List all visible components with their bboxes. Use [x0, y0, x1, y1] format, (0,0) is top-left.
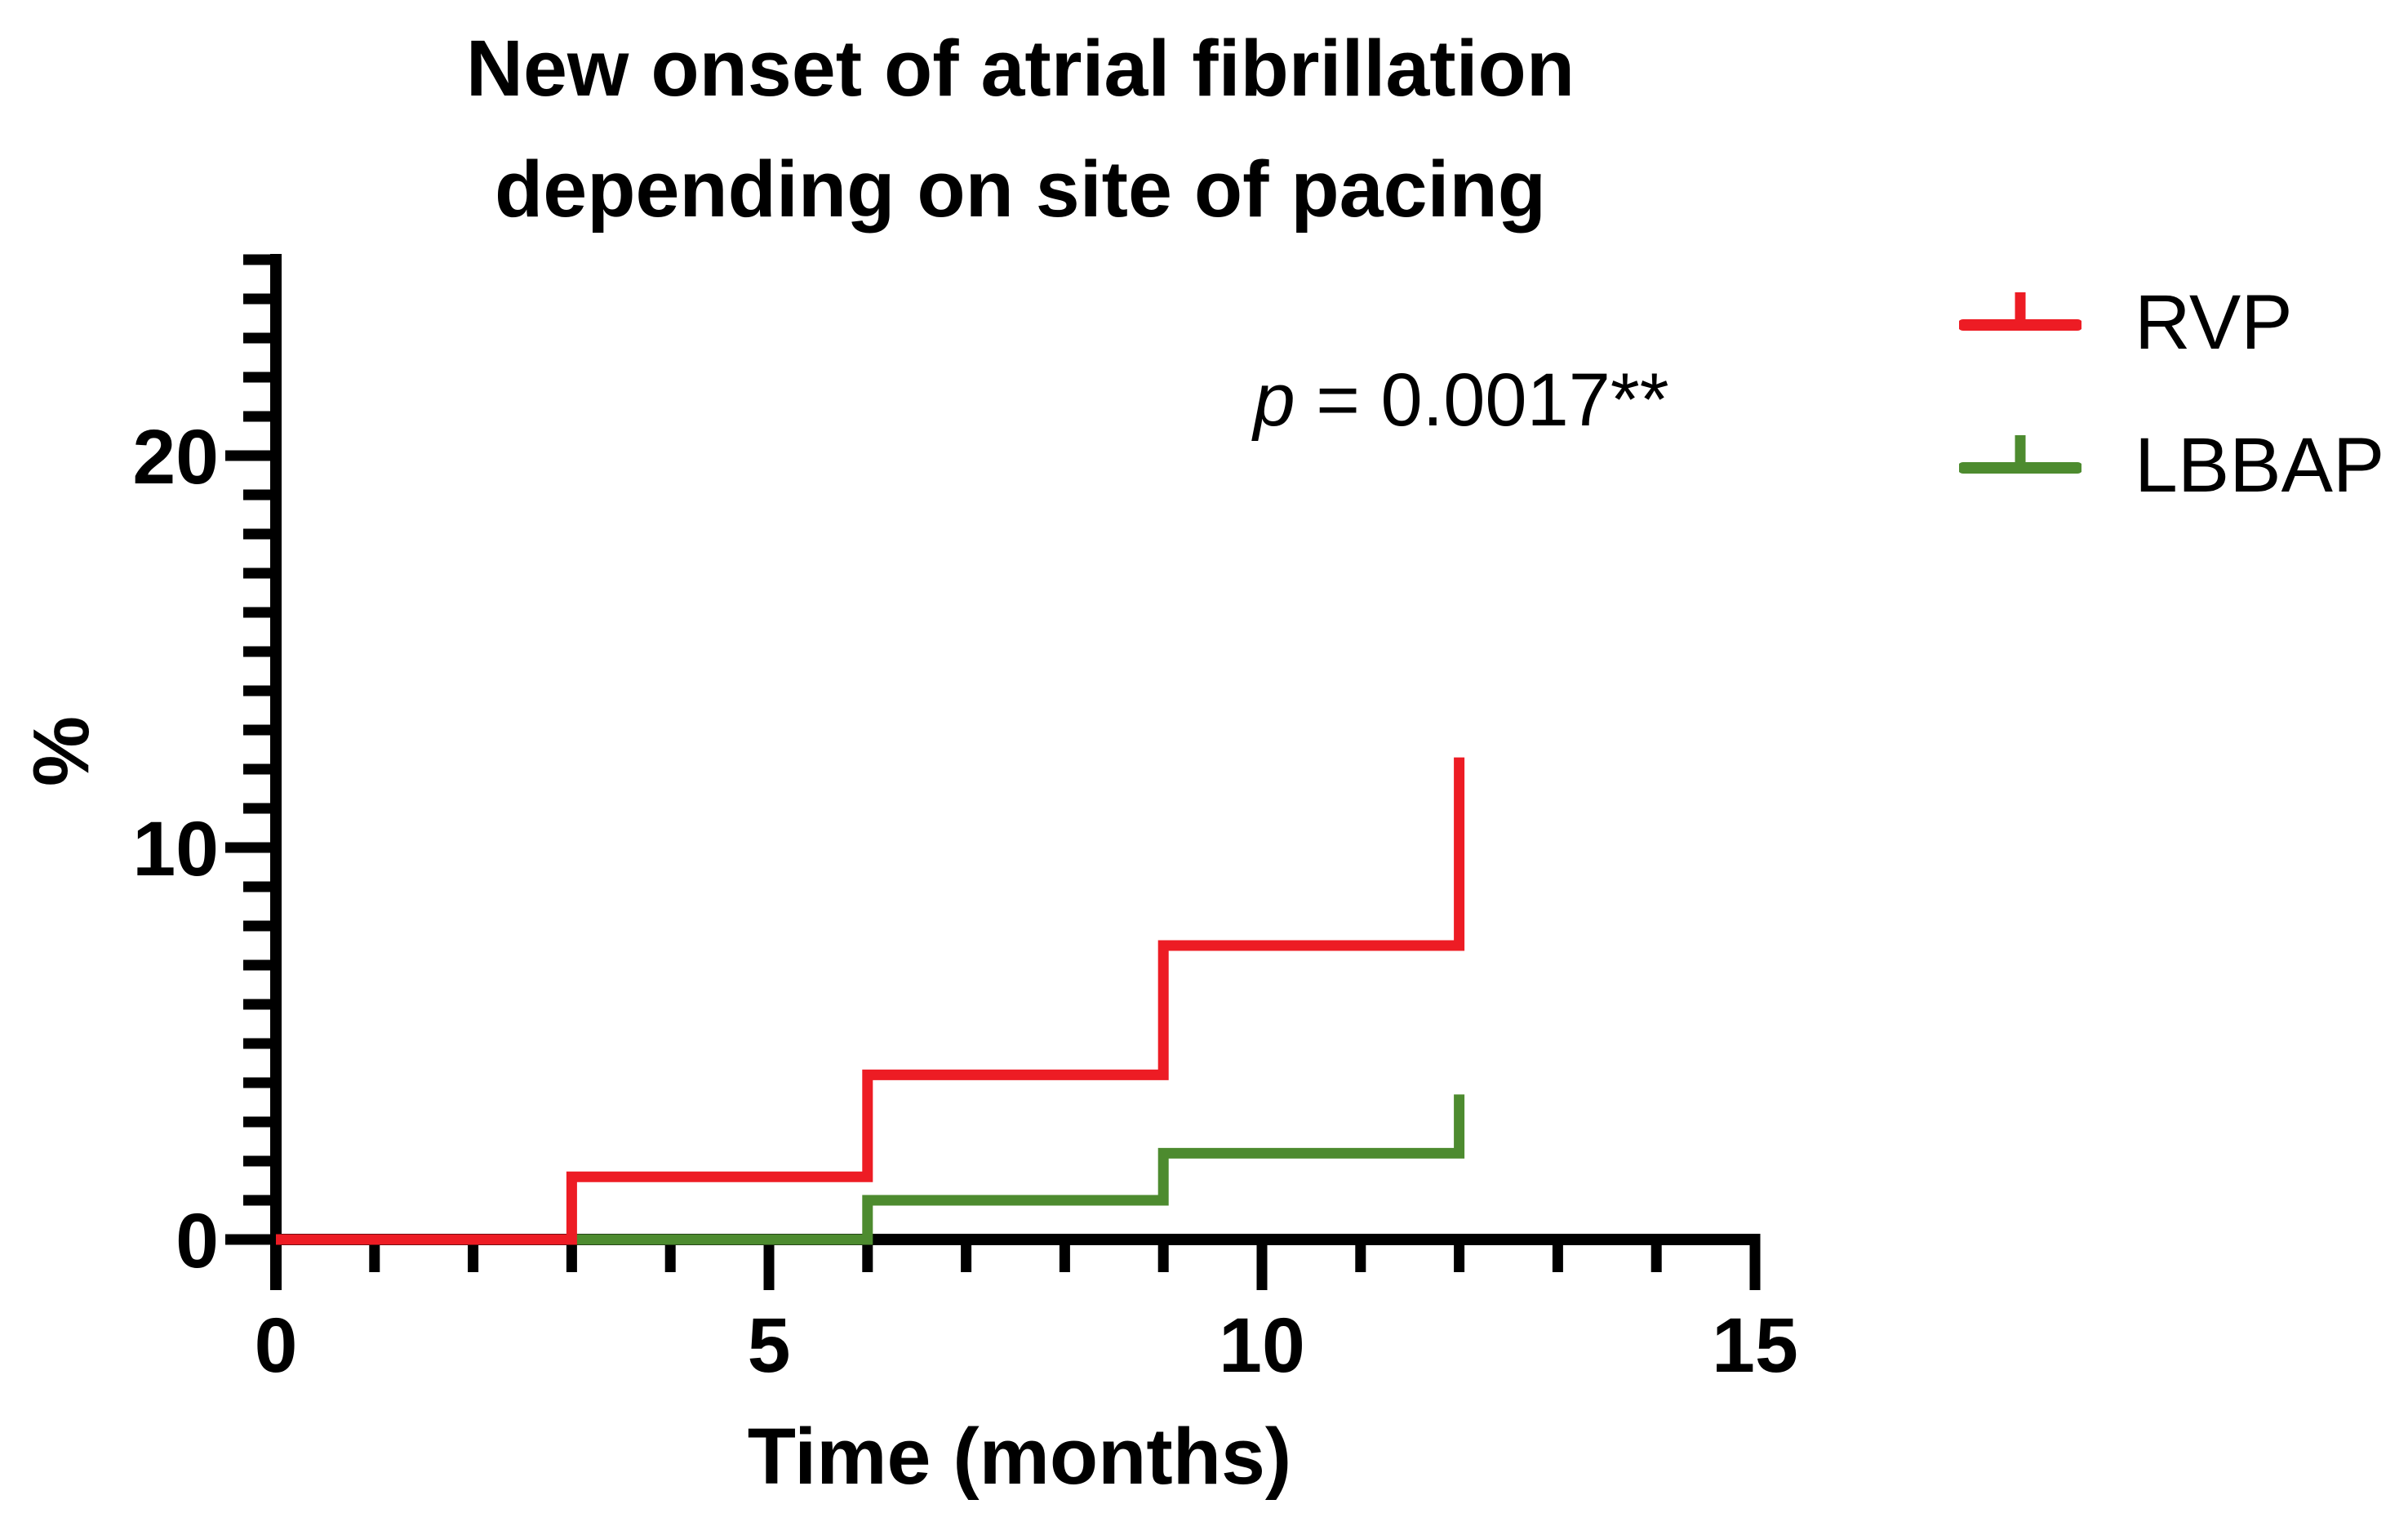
- p-symbol: p: [1253, 358, 1295, 442]
- y-tick-label: 20: [132, 414, 219, 501]
- x-tick-label: 0: [255, 1302, 298, 1389]
- lbbap-line-symbol: [1959, 435, 2081, 474]
- curve-rvp: [276, 757, 1465, 1245]
- y-tick-label: 10: [132, 806, 219, 892]
- x-axis-title: Time (months): [747, 1412, 1292, 1501]
- x-tick-label: 15: [1712, 1302, 1798, 1389]
- x-tick-label: 5: [748, 1302, 791, 1389]
- legend-item-rvp: RVP: [1959, 257, 2293, 388]
- legend-label-rvp: RVP: [2135, 278, 2293, 366]
- curve-lbbap: [276, 1094, 1465, 1245]
- chart-title-line1: New onset of atrial fibrillation: [465, 24, 1575, 113]
- p-value-annotation: p = 0.0017**: [1094, 358, 1828, 443]
- chart-title-line2: depending on site of pacing: [495, 145, 1546, 234]
- rvp-line-symbol: [1959, 292, 2081, 331]
- p-value-text: = 0.0017**: [1295, 358, 1669, 442]
- legend-item-lbbap: LBBAP: [1959, 400, 2384, 531]
- y-tick-label: 0: [175, 1198, 219, 1284]
- x-tick-label: 10: [1219, 1302, 1305, 1389]
- chart-title: New onset of atrial fibrillation dependi…: [204, 8, 1837, 250]
- legend-label-lbbap: LBBAP: [2135, 421, 2385, 509]
